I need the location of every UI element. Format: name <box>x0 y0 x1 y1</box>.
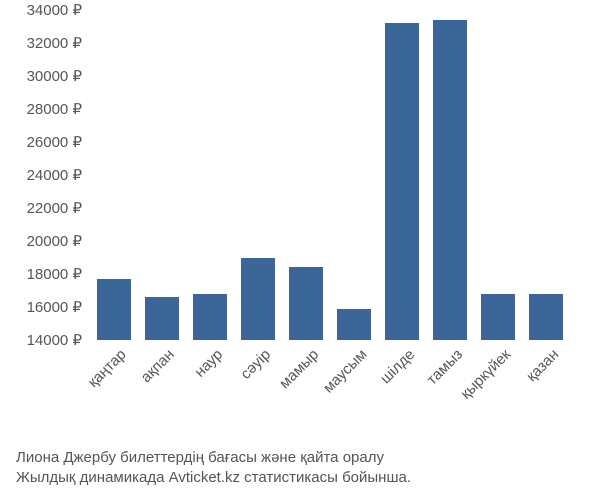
y-tick-label: 28000 ₽ <box>27 100 82 118</box>
bar <box>241 258 275 341</box>
bar-group <box>90 10 570 340</box>
caption-line: Лиона Джербу билеттердің бағасы және қай… <box>16 448 411 468</box>
y-axis: 34000 ₽32000 ₽30000 ₽28000 ₽26000 ₽24000… <box>0 10 82 340</box>
x-tick-label: шілде <box>377 346 418 387</box>
x-tick-label: қаңтар <box>85 346 130 391</box>
caption-line: Жылдық динамикада Avticket.kz статистика… <box>16 468 411 488</box>
bar <box>337 309 371 340</box>
bar <box>289 267 323 340</box>
bar-slot <box>378 10 426 340</box>
x-tick-label: қазан <box>523 346 562 385</box>
bar <box>433 20 467 340</box>
y-tick-label: 22000 ₽ <box>27 199 82 217</box>
bar-slot <box>522 10 570 340</box>
y-tick-label: 34000 ₽ <box>27 1 82 19</box>
y-tick-label: 30000 ₽ <box>27 67 82 85</box>
bar-slot <box>138 10 186 340</box>
plot-area <box>90 10 570 340</box>
x-axis: қаңтарақпаннаурсәуірмамырмаусымшілдетамы… <box>90 340 570 450</box>
y-tick-label: 32000 ₽ <box>27 34 82 52</box>
x-tick-label: маусым <box>320 346 371 397</box>
bar-slot <box>474 10 522 340</box>
bar-slot <box>234 10 282 340</box>
x-tick-label: ақпан <box>138 346 178 386</box>
bar-slot <box>186 10 234 340</box>
bar-slot <box>90 10 138 340</box>
bar <box>529 294 563 340</box>
bar-slot <box>330 10 378 340</box>
bar <box>193 294 227 340</box>
y-tick-label: 26000 ₽ <box>27 133 82 151</box>
bar <box>145 297 179 340</box>
price-chart: 34000 ₽ 32000 ₽ 30000 ₽ 28000 ₽ 26000 ₽ 24000… <box>0 0 600 500</box>
chart-caption: Лиона Джербу билеттердің бағасы және қай… <box>16 448 411 489</box>
bar-slot <box>426 10 474 340</box>
y-tick-label: 16000 ₽ <box>27 298 82 316</box>
y-tick-label: 24000 ₽ <box>27 166 82 184</box>
bar <box>385 23 419 340</box>
x-tick-label: наур <box>191 346 226 381</box>
x-tick-label: қыркүйек <box>457 346 514 403</box>
bar <box>97 279 131 340</box>
x-tick-label: тамыз <box>424 346 466 388</box>
x-tick-label: сәуір <box>237 346 274 383</box>
bar-slot <box>282 10 330 340</box>
y-tick-label: 14000 ₽ <box>27 331 82 349</box>
bar <box>481 294 515 340</box>
y-tick-label: 20000 ₽ <box>27 232 82 250</box>
x-tick-label: мамыр <box>276 346 322 392</box>
y-tick-label: 18000 ₽ <box>27 265 82 283</box>
